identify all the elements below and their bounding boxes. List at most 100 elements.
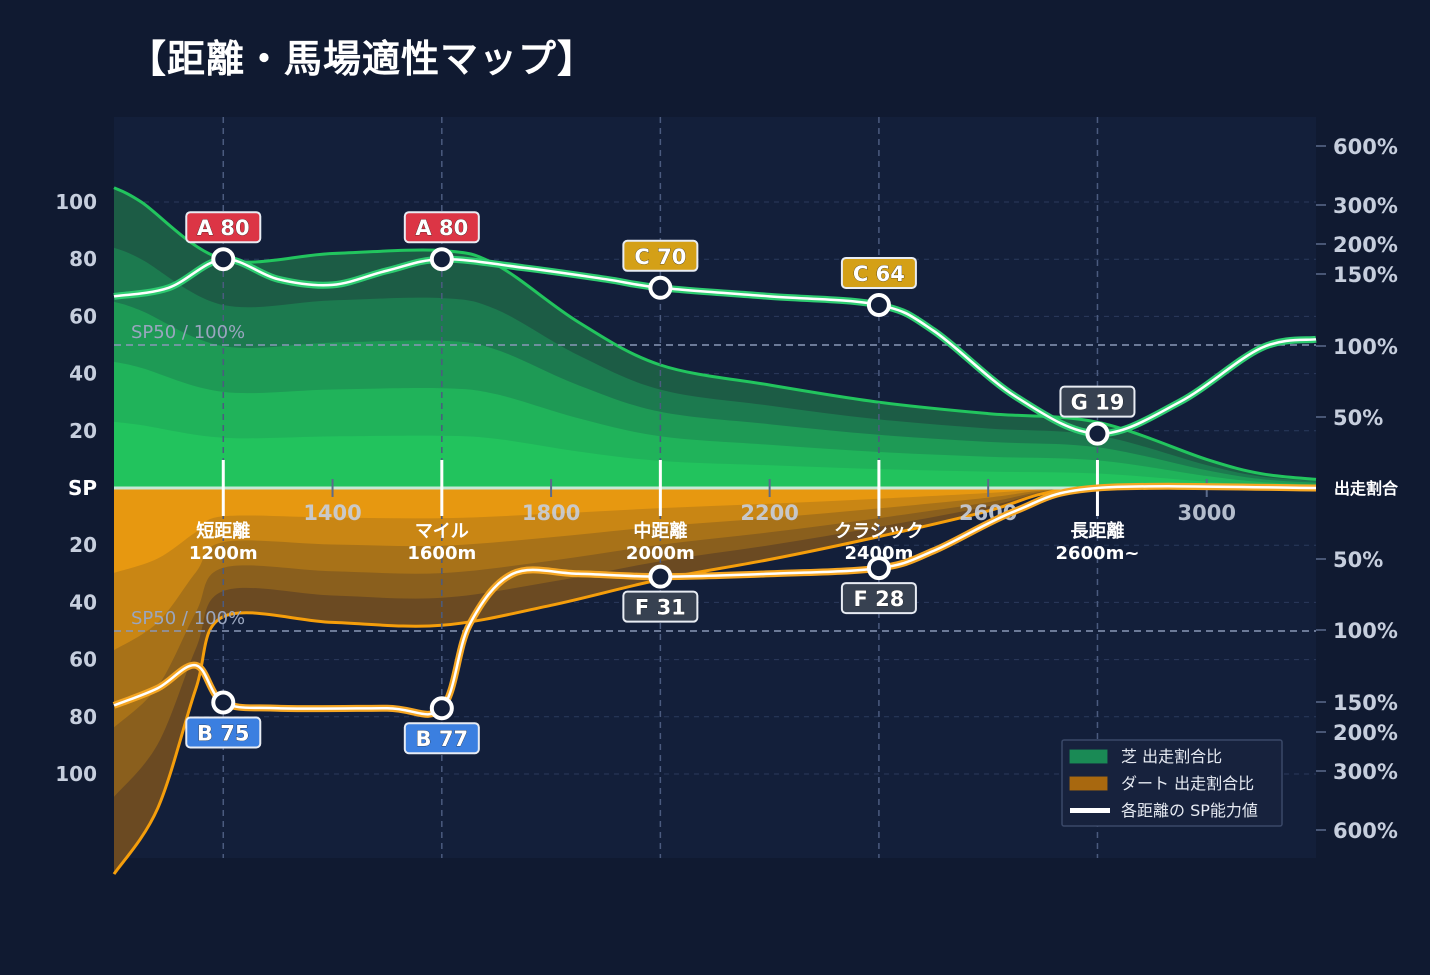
dirt-sp-line-outer bbox=[112, 482, 1317, 718]
dirt-sp-point-3 bbox=[648, 564, 673, 589]
turf-share-area-4 bbox=[114, 361, 1316, 488]
y-right-dirt-label-2: 100% bbox=[1333, 619, 1398, 643]
turf-sp-badge-4-bg bbox=[840, 256, 917, 289]
turf-sp-badge-3-bg bbox=[622, 239, 699, 272]
plot-area bbox=[114, 117, 1316, 858]
turf-sp-point-1 bbox=[211, 247, 236, 272]
dirt-share-area-3 bbox=[114, 487, 1316, 728]
turf-share-outline bbox=[113, 186, 1317, 481]
turf-sp-point-5 bbox=[1085, 421, 1110, 446]
legend-label-3: 各距離の SP能力値 bbox=[1121, 801, 1258, 820]
dirt-sp-badge-1: B 75 bbox=[185, 716, 262, 749]
y-right-turf-label-3: 200% bbox=[1333, 233, 1398, 257]
y-left-zero-label: SP bbox=[68, 476, 97, 500]
y-left-dirt-label-100: 100 bbox=[55, 762, 97, 786]
turf-share-area-2 bbox=[114, 247, 1316, 488]
dirt-sp-badge-3-text: F 31 bbox=[635, 596, 686, 620]
dirt-sp-point-2 bbox=[429, 696, 454, 721]
y-left-turf-label-60: 60 bbox=[69, 304, 97, 328]
legend-label-1: 芝 出走割合比 bbox=[1121, 747, 1222, 766]
y-right-dirt-label-3: 150% bbox=[1333, 691, 1398, 715]
legend-label-2: ダート 出走割合比 bbox=[1121, 774, 1254, 793]
reference-line-label-turf: SP50 / 100% bbox=[131, 322, 245, 343]
category-distance-1: 1200m bbox=[189, 543, 258, 564]
y-left-turf-label-40: 40 bbox=[69, 362, 97, 386]
x-tick-label-1400: 1400 bbox=[303, 501, 361, 525]
legend-swatch-3 bbox=[1070, 808, 1110, 813]
dirt-share-area-1 bbox=[114, 487, 1316, 875]
y-right-turf-label-6: 50% bbox=[1333, 406, 1383, 430]
turf-sp-point-2 bbox=[429, 247, 454, 272]
category-name-1: 短距離 bbox=[196, 520, 250, 542]
y-right-turf-label-1: 600% bbox=[1333, 135, 1398, 159]
turf-sp-line bbox=[113, 257, 1317, 435]
y-right-dirt-label-4: 200% bbox=[1333, 721, 1398, 745]
y-right-turf-label-4: 150% bbox=[1333, 263, 1398, 287]
category-distance-2: 1600m bbox=[407, 543, 476, 564]
dirt-share-area-2 bbox=[114, 487, 1316, 797]
turf-sp-badge-4-text: C 64 bbox=[853, 262, 905, 286]
dirt-share-area-5 bbox=[114, 487, 1316, 573]
turf-share-area-3 bbox=[114, 301, 1316, 488]
y-right-dirt-label-5: 300% bbox=[1333, 760, 1398, 784]
y-left-turf-label-100: 100 bbox=[55, 190, 97, 214]
page-title: 【距離・馬場適性マップ】 bbox=[128, 37, 597, 81]
dirt-sp-badge-4: F 28 bbox=[840, 582, 917, 615]
y-left-dirt-label-40: 40 bbox=[69, 590, 97, 614]
category-distance-4: 2400m bbox=[844, 543, 913, 564]
turf-sp-badge-3: C 70 bbox=[622, 239, 699, 272]
category-distance-5: 2600m~ bbox=[1055, 543, 1139, 564]
dirt-sp-point-4 bbox=[866, 556, 891, 581]
reference-line-label-dirt: SP50 / 100% bbox=[131, 608, 245, 629]
turf-sp-line-outer bbox=[113, 255, 1317, 438]
turf-sp-badge-5-text: G 19 bbox=[1071, 391, 1125, 415]
legend-swatch-2 bbox=[1069, 776, 1108, 791]
x-tick-label-2200: 2200 bbox=[740, 501, 798, 525]
x-tick-label-2600: 2600 bbox=[959, 501, 1017, 525]
turf-share-area-5 bbox=[114, 421, 1316, 488]
turf-sp-badge-1-bg bbox=[185, 211, 262, 244]
y-right-turf-label-2: 300% bbox=[1333, 194, 1398, 218]
turf-sp-badge-1-text: A 80 bbox=[197, 216, 250, 240]
y-right-dirt-label-6: 600% bbox=[1333, 819, 1398, 843]
y-left-dirt-label-60: 60 bbox=[69, 648, 97, 672]
turf-sp-badge-2: A 80 bbox=[403, 211, 480, 244]
turf-sp-badge-4: C 64 bbox=[840, 256, 917, 289]
dirt-sp-badge-1-bg bbox=[185, 716, 262, 749]
turf-share-area-1 bbox=[114, 187, 1316, 488]
category-name-4: クラシック bbox=[834, 521, 924, 542]
x-tick-label-3000: 3000 bbox=[1178, 501, 1236, 525]
category-name-3: 中距離 bbox=[633, 520, 687, 542]
y-left-dirt-label-20: 20 bbox=[69, 533, 97, 557]
dirt-sp-badge-2-bg bbox=[403, 722, 480, 755]
y-left-dirt-label-80: 80 bbox=[69, 705, 97, 729]
turf-sp-badge-3-text: C 70 bbox=[634, 245, 686, 269]
dirt-sp-badge-3-bg bbox=[622, 590, 699, 623]
legend-box bbox=[1061, 739, 1283, 827]
dirt-share-outline bbox=[112, 486, 1317, 875]
turf-sp-badge-2-bg bbox=[403, 211, 480, 244]
y-right-dirt-label-1: 50% bbox=[1333, 548, 1383, 572]
turf-sp-point-4 bbox=[866, 292, 891, 317]
dirt-sp-badge-3: F 31 bbox=[622, 590, 699, 623]
category-distance-3: 2000m bbox=[626, 543, 695, 564]
x-tick-label-1800: 1800 bbox=[522, 501, 580, 525]
dirt-sp-point-1 bbox=[211, 690, 236, 715]
turf-sp-badge-1: A 80 bbox=[185, 211, 262, 244]
turf-sp-point-3 bbox=[648, 275, 673, 300]
dirt-sp-line bbox=[113, 485, 1317, 716]
turf-sp-badge-5-bg bbox=[1059, 385, 1136, 418]
dirt-sp-badge-2-text: B 77 bbox=[416, 727, 469, 751]
y-right-zero-label: 出走割合 bbox=[1334, 479, 1399, 498]
dirt-sp-badge-4-text: F 28 bbox=[853, 587, 904, 611]
y-left-turf-label-20: 20 bbox=[69, 419, 97, 443]
category-name-2: マイル bbox=[415, 521, 469, 542]
dirt-sp-badge-2: B 77 bbox=[403, 722, 480, 755]
turf-sp-badge-2-text: A 80 bbox=[415, 216, 468, 240]
y-right-turf-label-5: 100% bbox=[1333, 335, 1398, 359]
category-name-5: 長距離 bbox=[1070, 520, 1124, 542]
dirt-sp-badge-4-bg bbox=[840, 582, 917, 615]
turf-sp-badge-5: G 19 bbox=[1059, 385, 1136, 418]
